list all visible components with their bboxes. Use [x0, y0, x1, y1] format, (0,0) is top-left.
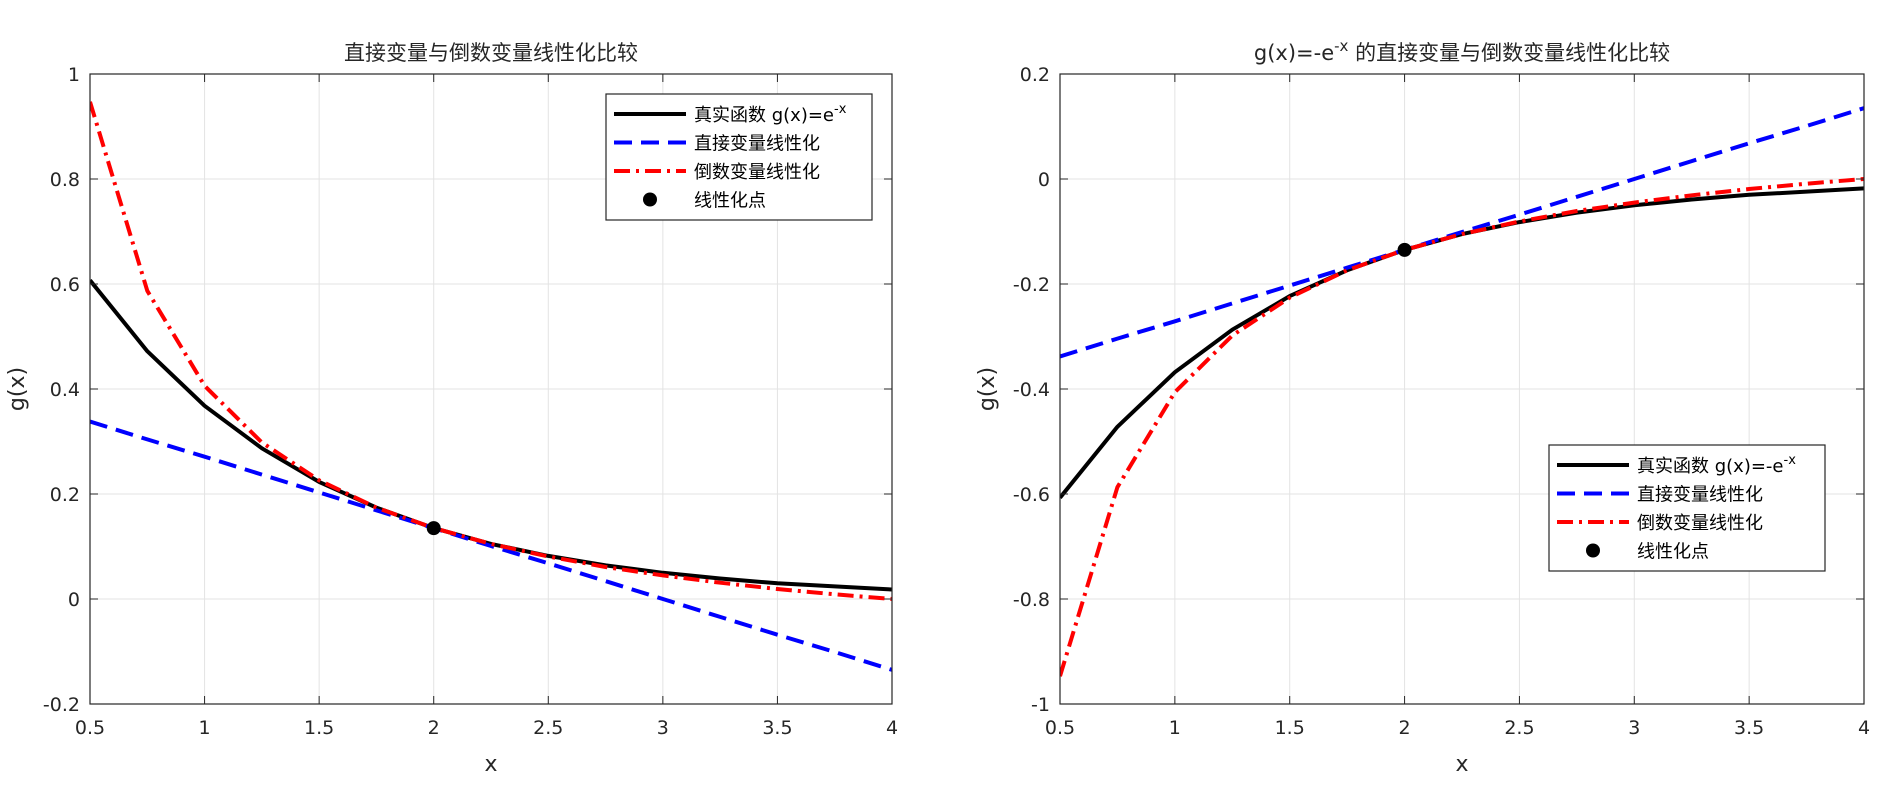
x-tick-label: 2.5: [533, 717, 563, 739]
y-tick-label: 0: [1038, 169, 1050, 191]
series-group: [1060, 106, 1864, 677]
legend-label-1: 真实函数 g(x)=-e-x: [1637, 453, 1796, 477]
y-tick-label: 0.6: [50, 274, 80, 296]
x-tick-label: 4: [1858, 717, 1870, 739]
y-tick-label: -0.6: [1013, 484, 1050, 506]
y-tick-label: 0.2: [1020, 64, 1050, 86]
y-axis-label: g(x): [975, 367, 1000, 411]
legend-label-4: 线性化点: [1637, 542, 1709, 563]
y-tick-label: 0: [68, 589, 80, 611]
y-tick-label: -0.2: [43, 694, 80, 716]
legend-label-2: 直接变量线性化: [1637, 485, 1763, 506]
y-tick-label: 0.8: [50, 169, 80, 191]
x-tick-label: 4: [886, 717, 898, 739]
y-axis-label: g(x): [5, 367, 30, 411]
x-axis-label: x: [1455, 752, 1468, 777]
chart-title: 直接变量与倒数变量线性化比较: [344, 41, 638, 65]
legend-point-marker: [1586, 543, 1600, 558]
legend-label-3: 倒数变量线性化: [694, 162, 820, 183]
x-axis-label: x: [484, 752, 497, 777]
x-tick-label: 0.5: [1045, 717, 1075, 739]
series-group: [90, 101, 892, 672]
legend-label-1: 真实函数 g(x)=e-x: [694, 102, 847, 126]
series-line-3: [1060, 177, 1864, 677]
x-tick-label: 3: [1628, 717, 1640, 739]
chart-title: g(x)=-e-x 的直接变量与倒数变量线性化比较: [1254, 37, 1670, 65]
chart-2: 0.5 1 1.5 2 2.5 3 3.5 4 -1 -0.8 -0.6 -0.4 -0.2 0 0.2 x g…: [975, 37, 1870, 777]
y-tick-label: -1: [1031, 694, 1050, 716]
legend-point-marker: [643, 192, 657, 207]
legend-label-4: 线性化点: [694, 191, 766, 212]
x-tick-label: 2.5: [1504, 717, 1534, 739]
x-tick-label: 2: [428, 717, 440, 739]
series-line-2: [1060, 106, 1864, 359]
series-line-1: [90, 279, 892, 592]
linearization-point: [426, 521, 441, 536]
y-tick-label: 0.2: [50, 484, 80, 506]
y-tick-label: 0.4: [50, 379, 80, 401]
legend-label-2: 直接变量线性化: [694, 134, 820, 155]
x-tick-label: 1: [1169, 717, 1181, 739]
series-line-2: [90, 419, 892, 672]
x-tick-label: 1.5: [1275, 717, 1305, 739]
y-tick-label: -0.8: [1013, 589, 1050, 611]
chart-1: 0.5 1 1.5 2 2.5 3 3.5 4 -0.2 0 0.2 0.4 0.6 0.8 1 x g(x) 直…: [5, 41, 898, 777]
x-tick-label: 1.5: [304, 717, 334, 739]
series-line-3: [90, 101, 892, 601]
x-tick-label: 2: [1399, 717, 1411, 739]
x-tick-label: 3.5: [1734, 717, 1764, 739]
y-tick-label: -0.2: [1013, 274, 1050, 296]
x-tick-label: 3: [657, 717, 669, 739]
legend-label-3: 倒数变量线性化: [1637, 513, 1763, 534]
x-tick-label: 3.5: [762, 717, 792, 739]
linearization-point: [1397, 242, 1412, 257]
y-tick-label: -0.4: [1013, 379, 1050, 401]
y-tick-label: 1: [68, 64, 80, 86]
x-tick-label: 1: [199, 717, 211, 739]
x-tick-label: 0.5: [75, 717, 105, 739]
